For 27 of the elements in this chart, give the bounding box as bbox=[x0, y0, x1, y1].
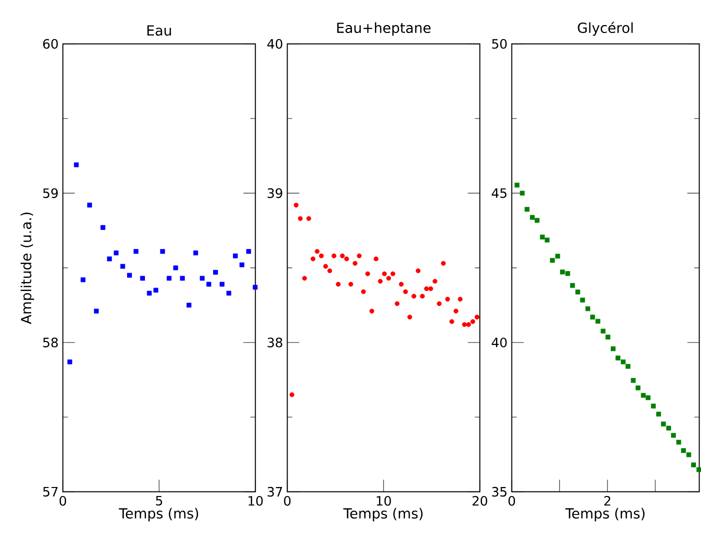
x-tick-label: 0 bbox=[508, 496, 515, 506]
x-axis-title: Temps (ms) bbox=[343, 508, 423, 522]
y-axis-title: Amplitude (u.a.) bbox=[20, 212, 34, 324]
x-tick-label: 0 bbox=[284, 496, 291, 506]
y-tick-label: 50 bbox=[492, 39, 507, 49]
chart-title: Eau+heptane bbox=[337, 22, 431, 36]
y-tick-label: 38 bbox=[268, 338, 282, 348]
x-tick-label: 0 bbox=[60, 496, 66, 506]
y-tick-label: 40 bbox=[267, 39, 282, 49]
y-tick-label: 60 bbox=[43, 39, 58, 49]
y-tick-label: 58 bbox=[43, 338, 58, 348]
chart-title: Glycérol bbox=[578, 22, 633, 36]
x-tick-label: 10 bbox=[248, 496, 263, 506]
y-tick-label: 45 bbox=[492, 188, 506, 198]
x-axis-title: Temps (ms) bbox=[118, 508, 198, 522]
x-tick-label: 2 bbox=[604, 496, 610, 506]
chart-title: Eau bbox=[147, 26, 171, 36]
y-tick-label: 39 bbox=[268, 188, 282, 198]
y-tick-label: 40 bbox=[492, 338, 507, 348]
x-tick-label: 10 bbox=[376, 496, 391, 506]
y-tick-label: 35 bbox=[492, 487, 506, 497]
y-tick-label: 37 bbox=[268, 487, 282, 497]
y-tick-label: 57 bbox=[43, 487, 58, 497]
x-axis-title: Temps (ms) bbox=[565, 508, 645, 522]
x-tick-label: 5 bbox=[156, 496, 162, 506]
x-tick-label: 20 bbox=[472, 496, 488, 506]
y-tick-label: 59 bbox=[43, 188, 58, 198]
